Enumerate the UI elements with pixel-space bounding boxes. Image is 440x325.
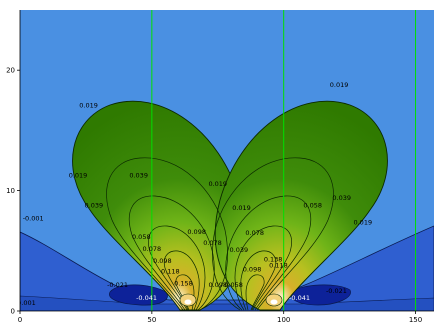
contour-label-23: 0.098: [208, 281, 227, 289]
vertical-reference-lines: [151, 10, 417, 311]
contour-label-15: 0.078: [143, 245, 162, 253]
contour-label-16: 0.039: [230, 246, 249, 254]
x-tick-label-3: 150: [409, 316, 422, 324]
contour-label-5: 0.039: [332, 194, 351, 202]
y-axis-ticks: 0 10 20: [6, 67, 20, 316]
contour-label-24: 0.058: [224, 281, 243, 289]
contour-label-25: -0.021: [107, 281, 128, 289]
contour-label-2: 0.019: [69, 171, 88, 179]
x-tick-label-2: 100: [277, 316, 290, 324]
contour-label-9: 0.019: [353, 218, 372, 226]
contour-label-12: 0.078: [245, 229, 264, 237]
negative-pocket-left: [108, 284, 168, 306]
contour-label-18: 0.138: [264, 256, 283, 264]
contour-label-28: -0.041: [289, 294, 310, 302]
contour-label-0: 0.019: [79, 102, 98, 110]
x-tick-label-0: 0: [18, 316, 22, 324]
y-tick-label-2: 20: [6, 67, 15, 75]
contour-label-8: 0.019: [232, 204, 251, 212]
contour-label-10: -0.001: [23, 215, 44, 223]
contour-label-22: 0.158: [174, 280, 193, 288]
contour-labels: 0.019 0.019 0.019 0.039 0.019 0.039 0.039 0.058…: [15, 81, 372, 307]
contour-label-1: 0.019: [330, 81, 349, 89]
contour-label-27: -0.041: [136, 294, 157, 302]
contour-label-3: 0.039: [129, 171, 148, 179]
contour-label-17: 0.098: [153, 257, 172, 265]
contour-label-14: 0.058: [132, 233, 151, 241]
contour-label-7: 0.058: [303, 201, 322, 209]
contour-label-4: 0.019: [208, 180, 227, 188]
contour-label-20: 0.118: [161, 268, 180, 276]
left-peak-core: [184, 299, 192, 305]
contour-label-19: 0.118: [269, 262, 288, 270]
negative-region-inner: [20, 295, 434, 311]
x-axis-ticks: 0 50 100 150: [18, 311, 422, 324]
contour-label-26: -0.021: [326, 287, 347, 295]
y-tick-label-0: 0: [11, 308, 15, 316]
negative-pocket-right: [290, 284, 351, 306]
right-lobe: [214, 100, 388, 311]
contour-label-13: 0.078: [203, 239, 222, 247]
right-peak-core: [270, 299, 278, 305]
contour-label-29: -0.001: [15, 299, 36, 307]
contour-label-11: 0.098: [187, 228, 206, 236]
y-tick-label-1: 10: [6, 187, 15, 195]
right-lobe-contours: [212, 157, 334, 311]
contour-label-6: 0.039: [85, 201, 104, 209]
x-tick-label-1: 50: [147, 316, 156, 324]
contour-label-21: 0.098: [243, 265, 262, 273]
